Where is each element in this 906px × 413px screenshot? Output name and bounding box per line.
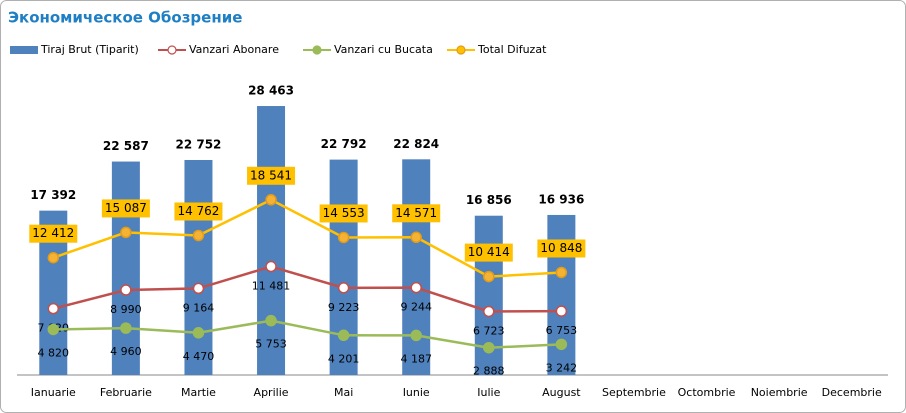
line bbox=[52, 198, 562, 278]
label-box bbox=[247, 166, 296, 185]
marker bbox=[265, 194, 277, 206]
x-tick-label: Martie bbox=[181, 386, 216, 399]
marker bbox=[120, 226, 132, 239]
x-tick-label: Iulie bbox=[477, 386, 500, 399]
marker bbox=[410, 329, 422, 342]
data-label: 4 960 bbox=[110, 345, 142, 358]
legend-label: Tiraj Brut (Tiparit) bbox=[40, 43, 139, 56]
data-label: 18 541 bbox=[250, 168, 292, 182]
marker bbox=[410, 281, 422, 294]
marker bbox=[555, 305, 568, 317]
legend-marker bbox=[167, 45, 177, 55]
data-label: 6 723 bbox=[473, 324, 505, 337]
legend-marker bbox=[456, 45, 466, 55]
label-box bbox=[464, 243, 513, 262]
bar bbox=[547, 214, 576, 375]
bar-label: 22 824 bbox=[393, 137, 439, 151]
line bbox=[53, 319, 562, 349]
chart-title: Экономическое Обозрение bbox=[8, 9, 242, 27]
legend-label: Vanzari Abonare bbox=[189, 43, 279, 56]
x-tick-label: Ianuarie bbox=[31, 386, 76, 399]
line bbox=[52, 265, 562, 313]
x-tick-label: Iunie bbox=[403, 386, 430, 399]
bar bbox=[184, 159, 213, 375]
marker bbox=[192, 229, 205, 242]
marker bbox=[47, 323, 60, 336]
bar bbox=[111, 161, 140, 375]
data-label: 15 087 bbox=[105, 201, 147, 215]
data-label: 11 481 bbox=[252, 280, 291, 293]
label-box bbox=[392, 204, 441, 223]
label-box bbox=[319, 204, 368, 223]
data-label: 9 223 bbox=[328, 301, 360, 314]
marker bbox=[483, 270, 495, 283]
marker bbox=[555, 266, 568, 279]
data-label: 3 242 bbox=[546, 361, 578, 374]
x-tick-label: Decembrie bbox=[822, 386, 882, 399]
marker bbox=[337, 282, 350, 294]
bar bbox=[329, 159, 358, 375]
legend-label: Vanzari cu Bucata bbox=[334, 43, 433, 56]
data-label: 2 888 bbox=[473, 365, 505, 378]
x-tick-label: Noiembrie bbox=[751, 386, 808, 399]
marker bbox=[337, 231, 350, 244]
data-label: 12 412 bbox=[32, 226, 74, 240]
bar-label: 22 792 bbox=[321, 137, 367, 151]
marker bbox=[120, 322, 132, 334]
marker bbox=[192, 282, 205, 295]
data-label: 10 848 bbox=[540, 241, 582, 255]
bar-label: 16 856 bbox=[466, 193, 512, 207]
marker bbox=[120, 284, 132, 296]
data-label: 4 470 bbox=[183, 350, 215, 363]
x-tick-label: August bbox=[542, 386, 581, 399]
x-tick-label: Februarie bbox=[100, 386, 152, 399]
legend-marker bbox=[312, 45, 322, 55]
legend-label: Total Difuzat bbox=[477, 43, 547, 56]
marker bbox=[47, 302, 60, 315]
legend-swatch bbox=[10, 46, 38, 54]
marker bbox=[483, 305, 495, 318]
data-label: 4 201 bbox=[328, 352, 360, 365]
bar-label: 16 936 bbox=[538, 192, 584, 206]
marker bbox=[483, 341, 495, 354]
marker bbox=[192, 327, 205, 339]
x-tick-label: Septembrie bbox=[602, 386, 666, 399]
data-label: 14 571 bbox=[395, 206, 437, 220]
x-tick-label: Mai bbox=[334, 386, 353, 399]
bar-label: 28 463 bbox=[248, 84, 294, 98]
bar-label: 22 752 bbox=[175, 137, 221, 151]
data-label: 5 753 bbox=[255, 338, 287, 351]
marker bbox=[337, 329, 350, 342]
bar-label: 17 392 bbox=[30, 188, 76, 202]
data-label: 14 762 bbox=[177, 204, 219, 218]
data-label: 4 820 bbox=[38, 346, 70, 359]
label-box bbox=[101, 199, 150, 218]
data-label: 14 553 bbox=[323, 206, 365, 220]
marker bbox=[265, 260, 277, 273]
data-label: 9 244 bbox=[400, 301, 432, 314]
marker bbox=[555, 338, 568, 351]
data-label: 6 753 bbox=[546, 324, 578, 337]
data-label: 4 187 bbox=[400, 352, 432, 365]
data-label: 10 414 bbox=[468, 245, 510, 259]
bar-label: 22 587 bbox=[103, 139, 149, 153]
marker bbox=[47, 251, 60, 264]
label-box bbox=[29, 224, 78, 243]
bar bbox=[257, 106, 286, 375]
data-label: 8 990 bbox=[110, 303, 142, 316]
x-tick-label: Aprilie bbox=[254, 386, 289, 399]
label-box bbox=[174, 202, 223, 221]
bar bbox=[402, 159, 431, 375]
marker bbox=[265, 314, 277, 327]
x-tick-label: Octombrie bbox=[678, 386, 736, 399]
data-label: 9 164 bbox=[183, 301, 215, 314]
marker bbox=[410, 231, 422, 244]
label-box bbox=[537, 239, 586, 258]
